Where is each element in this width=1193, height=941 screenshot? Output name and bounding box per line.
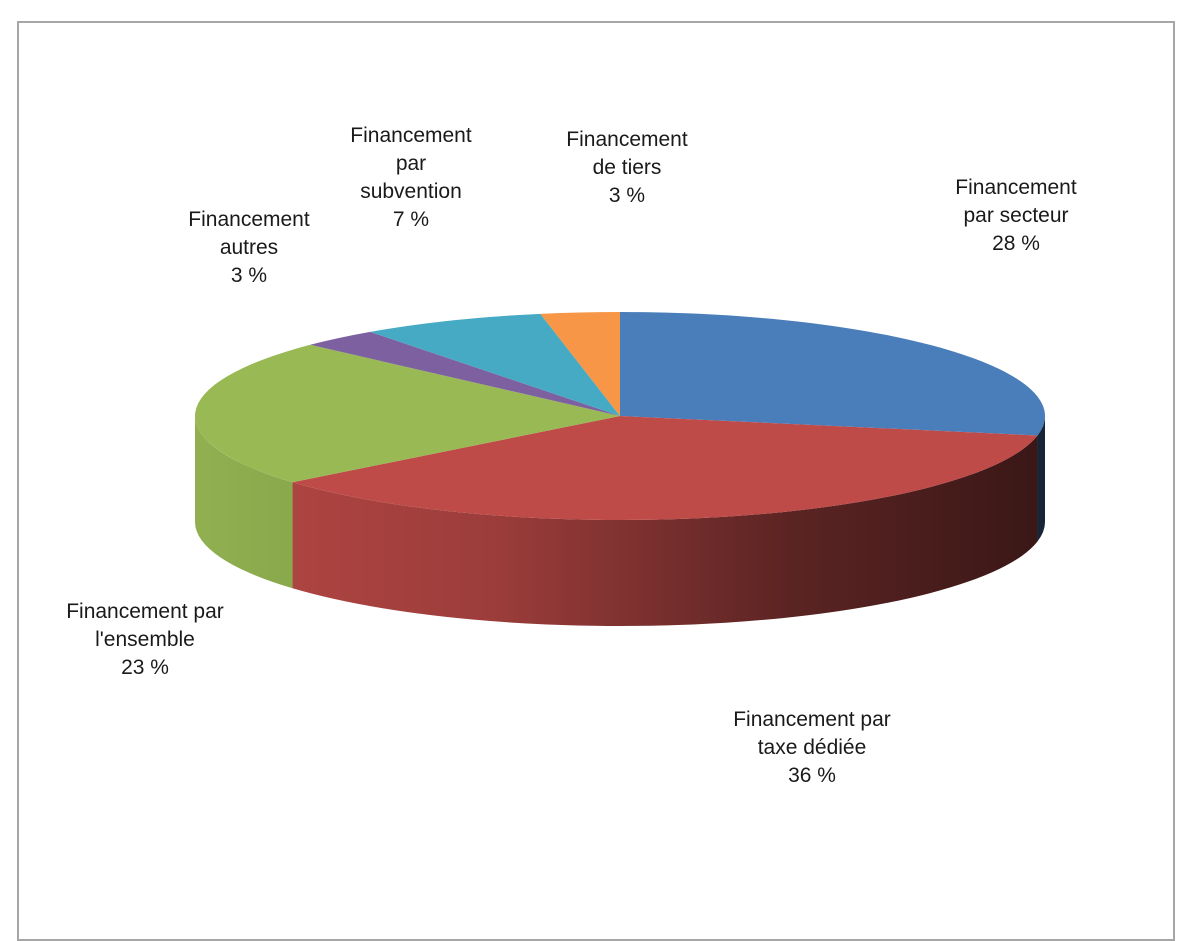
slice-label-line: Financement <box>350 124 472 147</box>
pie-slice-top-0 <box>620 312 1045 436</box>
slice-label-line: par secteur <box>963 204 1069 227</box>
slice-label-line: autres <box>219 236 279 259</box>
pie-slice-side-0 <box>1037 416 1045 542</box>
pie-slice-top-2 <box>195 344 621 483</box>
slice-label-line: Financement par <box>733 708 891 731</box>
pie-slice-top-4 <box>370 313 620 416</box>
slice-label-line: Financement par <box>66 600 224 623</box>
slice-percent: 23 % <box>121 656 169 679</box>
pie-slice-top-1 <box>292 416 1038 520</box>
slice-label-de-tiers: Financement de tiers 3 % <box>566 126 687 210</box>
pie-sides <box>195 416 1045 626</box>
slice-label-line: Financement <box>955 176 1077 199</box>
slice-label-par-secteur: Financement par secteur 28 % <box>955 174 1076 258</box>
slice-label-subvention: Financement par subvention 7 % <box>350 122 471 234</box>
slice-percent: 36 % <box>788 764 836 787</box>
slice-label-ensemble: Financement par l'ensemble 23 % <box>66 598 224 682</box>
slice-percent: 28 % <box>992 232 1040 255</box>
slice-label-taxe-dediee: Financement par taxe dédiée 36 % <box>733 706 891 790</box>
slice-percent: 7 % <box>392 208 430 231</box>
slice-label-line: Financement <box>566 128 688 151</box>
slice-label-autres: Financement autres 3 % <box>188 206 309 290</box>
pie-chart <box>195 312 1045 626</box>
pie-slice-top-3 <box>310 331 620 416</box>
slice-label-line: par <box>395 152 427 175</box>
pie-tops <box>195 312 1045 520</box>
slice-percent: 3 % <box>230 264 268 287</box>
slice-percent: 3 % <box>608 184 646 207</box>
pie-slice-top-5 <box>540 312 620 416</box>
pie-slice-side-2 <box>195 416 293 589</box>
slice-label-line: subvention <box>360 180 462 203</box>
pie-slice-side-1 <box>292 435 1038 626</box>
slice-label-line: taxe dédiée <box>757 736 867 759</box>
slice-label-line: de tiers <box>592 156 662 179</box>
slice-label-line: l'ensemble <box>95 628 195 651</box>
slice-label-line: Financement <box>188 208 310 231</box>
